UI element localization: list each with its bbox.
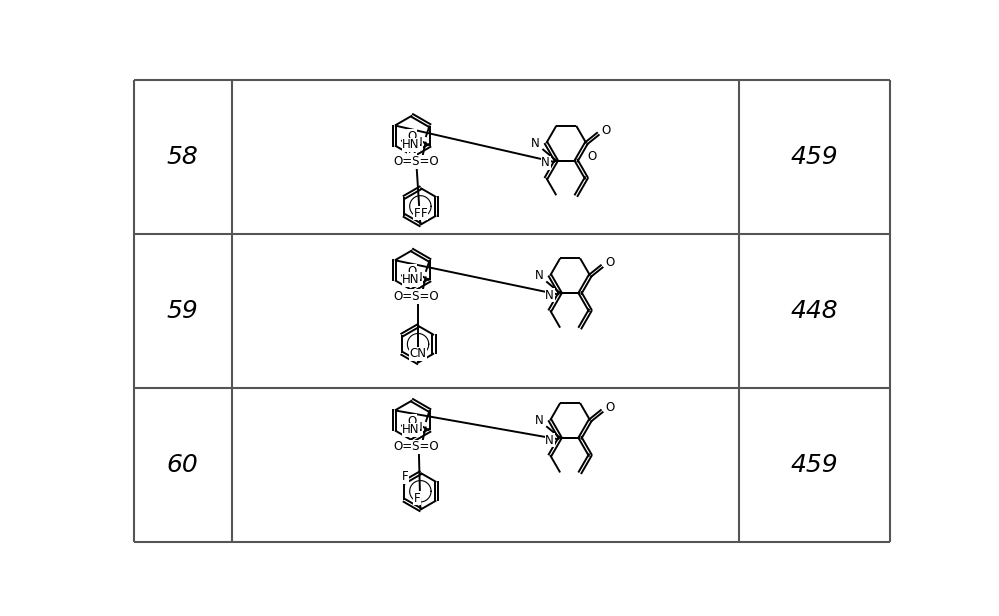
Text: N: N	[541, 156, 550, 169]
Text: 58: 58	[167, 145, 199, 169]
Text: N: N	[408, 142, 417, 155]
Text: 448: 448	[791, 299, 838, 323]
Text: N: N	[414, 271, 423, 284]
Text: O=S=O: O=S=O	[394, 440, 440, 453]
Text: O: O	[605, 256, 614, 269]
Text: HN: HN	[403, 273, 420, 286]
Text: HN: HN	[403, 423, 420, 436]
Text: F: F	[421, 207, 428, 220]
Text: N: N	[535, 414, 543, 427]
Text: N: N	[414, 136, 423, 149]
Text: 59: 59	[167, 299, 199, 323]
Text: O: O	[601, 124, 611, 137]
Text: O=S=O: O=S=O	[394, 155, 440, 168]
Text: HN: HN	[403, 138, 420, 152]
Text: F: F	[403, 470, 409, 483]
Text: N: N	[545, 434, 554, 447]
Text: O: O	[587, 150, 596, 163]
Text: O: O	[408, 264, 417, 278]
Text: F: F	[414, 492, 421, 505]
Text: O: O	[408, 415, 417, 428]
Text: CN: CN	[410, 347, 427, 360]
Text: N: N	[414, 421, 423, 434]
Text: N: N	[531, 137, 540, 150]
Text: O=S=O: O=S=O	[394, 290, 440, 303]
Text: N: N	[535, 269, 543, 282]
Text: 459: 459	[791, 145, 838, 169]
Text: N: N	[545, 289, 554, 302]
Text: F: F	[414, 207, 421, 220]
Text: 459: 459	[791, 453, 838, 477]
Text: 60: 60	[167, 453, 199, 477]
Text: O: O	[408, 130, 417, 143]
Text: O: O	[605, 401, 614, 414]
